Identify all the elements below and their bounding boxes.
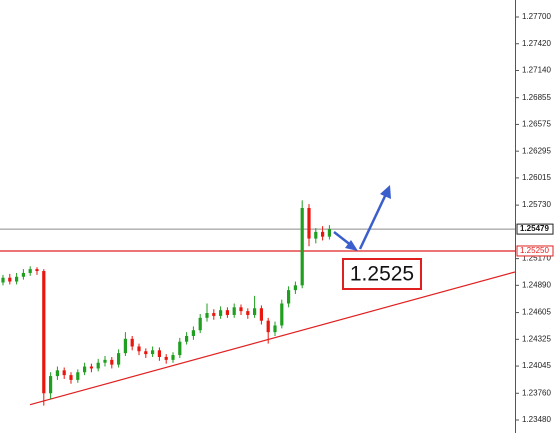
- candle-body: [219, 310, 223, 316]
- candle-body: [178, 341, 182, 356]
- candle-body: [273, 325, 277, 333]
- candle-body: [137, 346, 141, 352]
- y-tick-label: 1.26295: [522, 146, 551, 155]
- candle-body: [69, 375, 73, 380]
- candle-body: [321, 231, 325, 237]
- candle-body: [225, 310, 229, 315]
- y-tick-label: 1.24325: [522, 334, 551, 343]
- candle-body: [293, 285, 297, 291]
- candle-body: [314, 231, 318, 239]
- y-tick-label: 1.27420: [522, 39, 551, 48]
- candle-body: [103, 359, 107, 363]
- candle-body: [130, 338, 134, 347]
- candle-body: [185, 335, 189, 342]
- candle-body: [83, 366, 87, 373]
- candle-body: [287, 290, 291, 304]
- candle-body: [1, 277, 5, 283]
- candle-body: [253, 308, 257, 315]
- candle-body: [205, 313, 209, 318]
- level-label: 1.25250: [520, 246, 549, 255]
- candle-body: [307, 208, 311, 239]
- y-tick-label: 1.23760: [522, 388, 551, 397]
- candle-body: [8, 277, 12, 282]
- candle-body: [28, 269, 32, 273]
- candle-body: [42, 271, 46, 394]
- candle-body: [21, 272, 25, 277]
- candle-body: [96, 362, 100, 369]
- candle-body: [327, 229, 331, 237]
- y-tick-label: 1.27140: [522, 66, 551, 75]
- y-tick-label: 1.26855: [522, 93, 551, 102]
- candle-body: [191, 330, 195, 336]
- candle-body: [280, 303, 284, 326]
- y-tick-label: 1.27700: [522, 12, 551, 21]
- arrows: [333, 185, 391, 251]
- candle-body: [15, 276, 19, 282]
- y-tick-label: 1.25170: [522, 254, 551, 263]
- candle-body: [123, 338, 127, 354]
- candle-body: [171, 355, 175, 360]
- candle-body: [212, 313, 216, 316]
- candle-body: [35, 269, 39, 272]
- candle-body: [76, 372, 80, 380]
- candle-body: [144, 351, 148, 355]
- y-tick-label: 1.25730: [522, 200, 551, 209]
- current-price-box: [516, 223, 554, 235]
- candle-body: [89, 366, 93, 369]
- arrow-head: [380, 185, 391, 199]
- trendline: [29, 271, 516, 406]
- candle-body: [55, 370, 59, 377]
- candle-body: [49, 376, 53, 394]
- candle-body: [266, 320, 270, 333]
- annotation-text: 1.2525: [350, 263, 414, 286]
- candle-body: [117, 353, 121, 365]
- candle-body: [300, 208, 304, 286]
- arrow-up: [358, 193, 388, 250]
- y-tick-label: 1.23480: [522, 415, 551, 424]
- candle-body: [246, 311, 250, 315]
- arrow-head: [345, 240, 358, 251]
- candle-body: [259, 308, 263, 321]
- y-tick-label: 1.24605: [522, 308, 551, 317]
- candle-body: [239, 307, 243, 312]
- candle-body: [151, 350, 155, 355]
- y-tick-label: 1.24890: [522, 280, 551, 289]
- y-tick-label: 1.26015: [522, 173, 551, 182]
- candle-body: [198, 317, 202, 331]
- annotation-box: [342, 258, 422, 290]
- candle-body: [164, 356, 168, 360]
- y-tick-label: 1.24045: [522, 361, 551, 370]
- level-label-box: [516, 245, 554, 257]
- current-price-label: 1.25479: [520, 224, 549, 233]
- candle-body: [232, 307, 236, 315]
- candle-body: [110, 359, 114, 365]
- candle-body: [157, 350, 161, 357]
- candle-body: [62, 370, 66, 376]
- y-tick-label: 1.26575: [522, 120, 551, 129]
